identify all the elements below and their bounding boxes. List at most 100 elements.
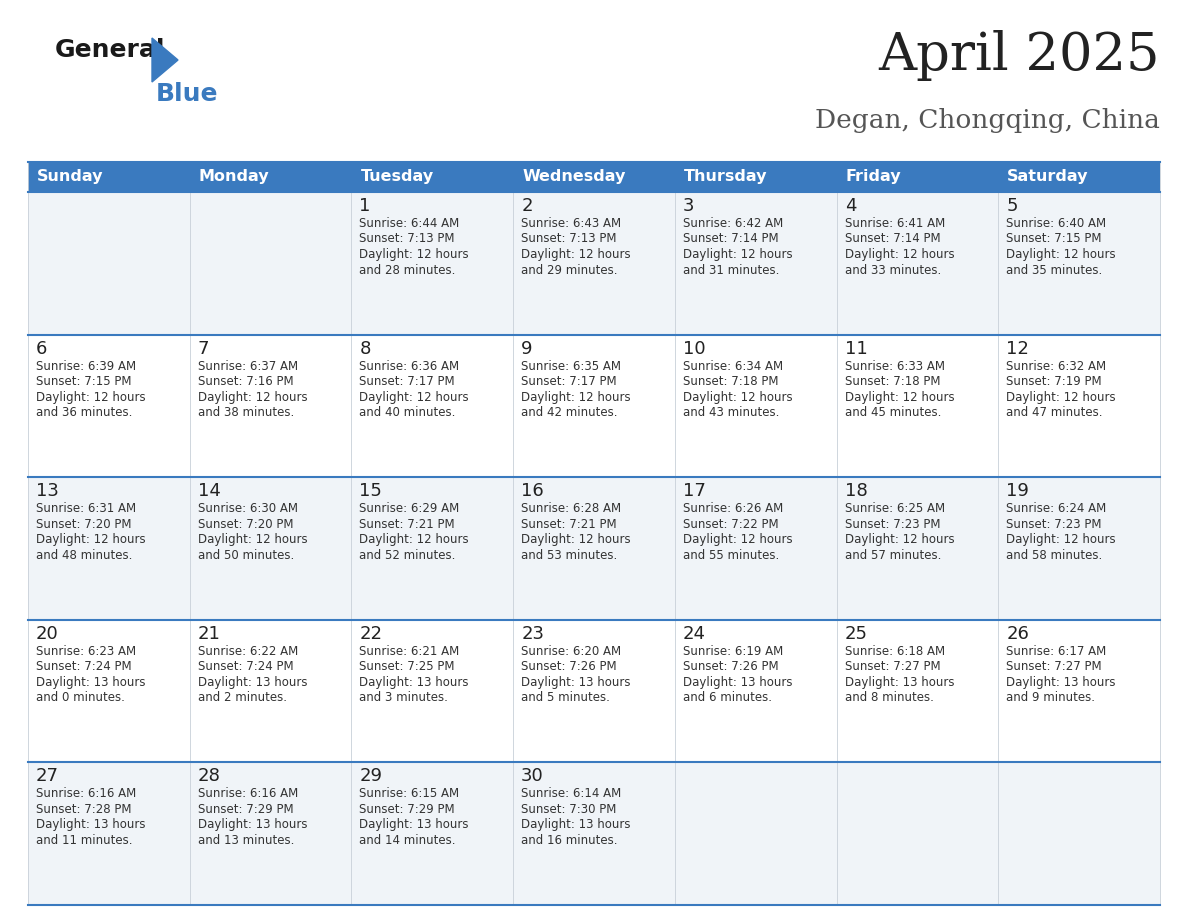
- Text: Thursday: Thursday: [684, 170, 767, 185]
- Text: 26: 26: [1006, 625, 1029, 643]
- Text: 17: 17: [683, 482, 706, 500]
- Text: Daylight: 13 hours: Daylight: 13 hours: [845, 676, 954, 688]
- Text: and 11 minutes.: and 11 minutes.: [36, 834, 133, 847]
- Bar: [836, 334, 998, 477]
- Text: and 35 minutes.: and 35 minutes.: [1006, 263, 1102, 276]
- Text: Degan, Chongqing, China: Degan, Chongqing, China: [815, 108, 1159, 133]
- Text: Daylight: 12 hours: Daylight: 12 hours: [683, 248, 792, 261]
- Text: Daylight: 12 hours: Daylight: 12 hours: [522, 533, 631, 546]
- Text: Daylight: 12 hours: Daylight: 12 hours: [845, 248, 954, 261]
- Text: 4: 4: [845, 197, 857, 215]
- Text: 9: 9: [522, 340, 532, 358]
- Text: Daylight: 12 hours: Daylight: 12 hours: [522, 390, 631, 404]
- Text: Sunrise: 6:36 AM: Sunrise: 6:36 AM: [360, 360, 460, 373]
- Text: 11: 11: [845, 340, 867, 358]
- Text: Sunset: 7:13 PM: Sunset: 7:13 PM: [522, 232, 617, 245]
- Polygon shape: [152, 38, 178, 82]
- Text: and 5 minutes.: and 5 minutes.: [522, 691, 609, 704]
- Bar: [836, 620, 998, 763]
- Text: and 8 minutes.: and 8 minutes.: [845, 691, 934, 704]
- Text: 14: 14: [197, 482, 221, 500]
- Text: Sunset: 7:17 PM: Sunset: 7:17 PM: [360, 375, 455, 388]
- Text: and 3 minutes.: and 3 minutes.: [360, 691, 448, 704]
- Text: Sunday: Sunday: [37, 170, 103, 185]
- Text: Sunset: 7:17 PM: Sunset: 7:17 PM: [522, 375, 617, 388]
- Text: Sunrise: 6:40 AM: Sunrise: 6:40 AM: [1006, 217, 1106, 230]
- Text: Sunrise: 6:23 AM: Sunrise: 6:23 AM: [36, 644, 137, 658]
- Text: 7: 7: [197, 340, 209, 358]
- Text: Daylight: 13 hours: Daylight: 13 hours: [197, 819, 308, 832]
- Bar: [836, 763, 998, 905]
- Text: General: General: [55, 38, 165, 62]
- Text: and 47 minutes.: and 47 minutes.: [1006, 406, 1102, 420]
- Text: Sunrise: 6:29 AM: Sunrise: 6:29 AM: [360, 502, 460, 515]
- Bar: [998, 477, 1159, 620]
- Bar: [675, 477, 836, 620]
- Text: Sunset: 7:18 PM: Sunset: 7:18 PM: [683, 375, 778, 388]
- Text: Sunset: 7:28 PM: Sunset: 7:28 PM: [36, 803, 132, 816]
- Text: Sunset: 7:16 PM: Sunset: 7:16 PM: [197, 375, 293, 388]
- Text: and 42 minutes.: and 42 minutes.: [522, 406, 618, 420]
- Bar: [998, 763, 1159, 905]
- Bar: [513, 162, 675, 192]
- Text: Daylight: 13 hours: Daylight: 13 hours: [683, 676, 792, 688]
- Bar: [29, 620, 190, 763]
- Text: Sunrise: 6:28 AM: Sunrise: 6:28 AM: [522, 502, 621, 515]
- Text: and 29 minutes.: and 29 minutes.: [522, 263, 618, 276]
- Text: Sunrise: 6:44 AM: Sunrise: 6:44 AM: [360, 217, 460, 230]
- Text: Daylight: 13 hours: Daylight: 13 hours: [36, 819, 145, 832]
- Text: Sunrise: 6:30 AM: Sunrise: 6:30 AM: [197, 502, 298, 515]
- Bar: [998, 334, 1159, 477]
- Text: and 52 minutes.: and 52 minutes.: [360, 549, 456, 562]
- Bar: [675, 334, 836, 477]
- Text: Tuesday: Tuesday: [360, 170, 434, 185]
- Text: and 13 minutes.: and 13 minutes.: [197, 834, 295, 847]
- Bar: [513, 192, 675, 334]
- Text: Sunset: 7:25 PM: Sunset: 7:25 PM: [360, 660, 455, 673]
- Text: 6: 6: [36, 340, 48, 358]
- Text: Daylight: 12 hours: Daylight: 12 hours: [522, 248, 631, 261]
- Text: April 2025: April 2025: [878, 30, 1159, 81]
- Text: 25: 25: [845, 625, 867, 643]
- Text: Sunrise: 6:16 AM: Sunrise: 6:16 AM: [197, 788, 298, 800]
- Text: Daylight: 12 hours: Daylight: 12 hours: [1006, 533, 1116, 546]
- Text: Sunrise: 6:24 AM: Sunrise: 6:24 AM: [1006, 502, 1106, 515]
- Text: Daylight: 12 hours: Daylight: 12 hours: [845, 390, 954, 404]
- Text: Saturday: Saturday: [1007, 170, 1088, 185]
- Text: Sunrise: 6:32 AM: Sunrise: 6:32 AM: [1006, 360, 1106, 373]
- Text: Daylight: 12 hours: Daylight: 12 hours: [197, 533, 308, 546]
- Text: Daylight: 12 hours: Daylight: 12 hours: [1006, 390, 1116, 404]
- Text: 13: 13: [36, 482, 59, 500]
- Bar: [352, 162, 513, 192]
- Bar: [190, 477, 352, 620]
- Text: Sunset: 7:23 PM: Sunset: 7:23 PM: [1006, 518, 1101, 531]
- Text: 12: 12: [1006, 340, 1029, 358]
- Bar: [836, 162, 998, 192]
- Text: and 40 minutes.: and 40 minutes.: [360, 406, 456, 420]
- Text: Blue: Blue: [156, 82, 219, 106]
- Text: Sunrise: 6:18 AM: Sunrise: 6:18 AM: [845, 644, 944, 658]
- Text: 30: 30: [522, 767, 544, 786]
- Bar: [675, 162, 836, 192]
- Bar: [836, 192, 998, 334]
- Text: Daylight: 13 hours: Daylight: 13 hours: [522, 676, 631, 688]
- Text: 1: 1: [360, 197, 371, 215]
- Bar: [675, 620, 836, 763]
- Text: Sunset: 7:27 PM: Sunset: 7:27 PM: [845, 660, 940, 673]
- Text: Daylight: 13 hours: Daylight: 13 hours: [522, 819, 631, 832]
- Text: Daylight: 12 hours: Daylight: 12 hours: [683, 533, 792, 546]
- Bar: [675, 192, 836, 334]
- Text: Sunset: 7:24 PM: Sunset: 7:24 PM: [36, 660, 132, 673]
- Bar: [190, 620, 352, 763]
- Text: 27: 27: [36, 767, 59, 786]
- Text: 3: 3: [683, 197, 694, 215]
- Text: Sunrise: 6:15 AM: Sunrise: 6:15 AM: [360, 788, 460, 800]
- Text: Sunset: 7:22 PM: Sunset: 7:22 PM: [683, 518, 778, 531]
- Text: 29: 29: [360, 767, 383, 786]
- Text: Sunset: 7:21 PM: Sunset: 7:21 PM: [522, 518, 617, 531]
- Text: and 33 minutes.: and 33 minutes.: [845, 263, 941, 276]
- Text: Sunrise: 6:34 AM: Sunrise: 6:34 AM: [683, 360, 783, 373]
- Text: Sunset: 7:26 PM: Sunset: 7:26 PM: [522, 660, 617, 673]
- Text: Daylight: 13 hours: Daylight: 13 hours: [1006, 676, 1116, 688]
- Bar: [29, 477, 190, 620]
